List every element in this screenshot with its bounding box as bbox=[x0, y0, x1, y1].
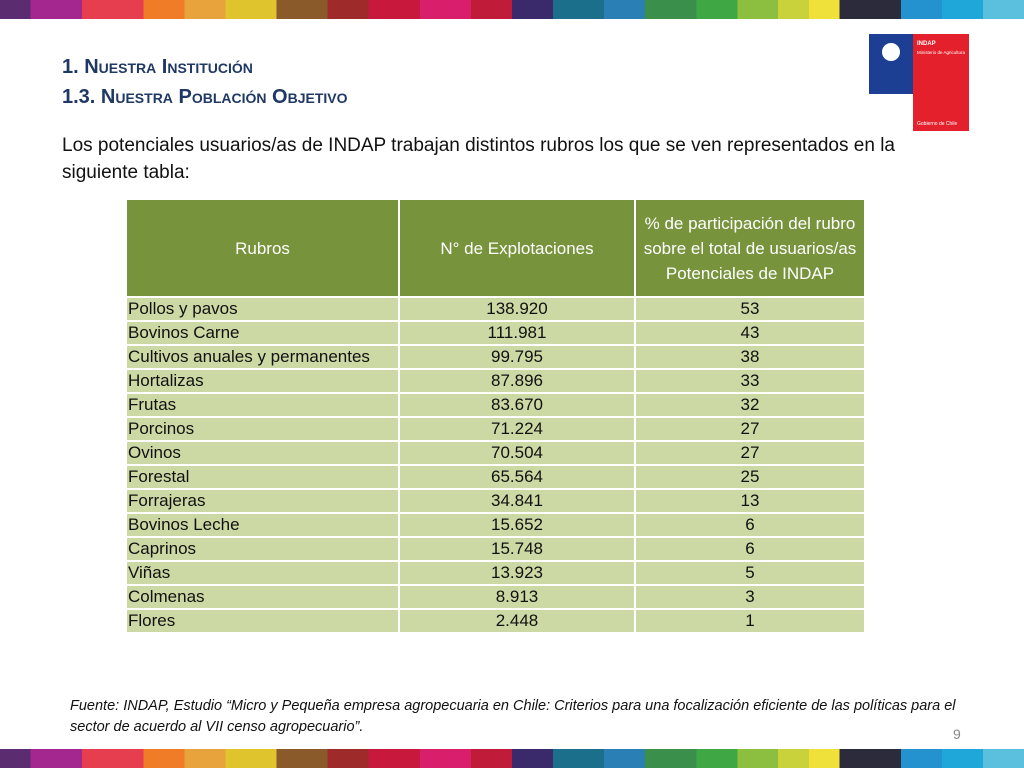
footnote: Fuente: INDAP, Estudio “Micro y Pequeña … bbox=[70, 698, 956, 735]
table-cell: Forrajeras bbox=[125, 488, 400, 514]
table-row: Bovinos Carne 111.981 43 bbox=[125, 320, 866, 346]
header-row: Rubros N° de Explotaciones % de particip… bbox=[125, 198, 866, 298]
table-cell: 33 bbox=[634, 368, 866, 394]
table-row: Porcinos 71.224 27 bbox=[125, 416, 866, 442]
table-cell: Ovinos bbox=[125, 440, 400, 466]
subtitle: 1.3. Nuestra Población Objetivo bbox=[62, 86, 348, 108]
intro: Los potenciales usuarios/as de INDAP tra… bbox=[62, 135, 895, 183]
table-cell: 1 bbox=[634, 608, 866, 634]
table-row: Hortalizas 87.896 33 bbox=[125, 368, 866, 394]
table-cell: 138.920 bbox=[398, 296, 636, 322]
table-cell: 87.896 bbox=[398, 368, 636, 394]
table-cell: Flores bbox=[125, 608, 400, 634]
table-cell: Hortalizas bbox=[125, 368, 400, 394]
table-cell: 65.564 bbox=[398, 464, 636, 490]
table-cell: 38 bbox=[634, 344, 866, 370]
logo-name: INDAP bbox=[917, 41, 936, 47]
table-cell: 34.841 bbox=[398, 488, 636, 514]
top-stripe bbox=[0, 0, 1024, 19]
table-row: Cultivos anuales y permanentes 99.795 38 bbox=[125, 344, 866, 370]
table-row: Forestal 65.564 25 bbox=[125, 464, 866, 490]
table-cell: 6 bbox=[634, 512, 866, 538]
table-cell: 27 bbox=[634, 440, 866, 466]
logo-emblem bbox=[882, 43, 900, 61]
table-cell: 3 bbox=[634, 584, 866, 610]
table-row: Caprinos 15.748 6 bbox=[125, 536, 866, 562]
logo-ministry: Ministerio de Agricultura bbox=[917, 50, 966, 55]
table-cell: 71.224 bbox=[398, 416, 636, 442]
table-cell: Forestal bbox=[125, 464, 400, 490]
table-cell: 15.748 bbox=[398, 536, 636, 562]
page-number: 9 bbox=[953, 726, 961, 742]
table-row: Forrajeras 34.841 13 bbox=[125, 488, 866, 514]
table-cell: 27 bbox=[634, 416, 866, 442]
table-cell: 8.913 bbox=[398, 584, 636, 610]
table-cell: 111.981 bbox=[398, 320, 636, 346]
table-cell: 25 bbox=[634, 464, 866, 490]
table-cell: 83.670 bbox=[398, 392, 636, 418]
table-cell: Viñas bbox=[125, 560, 400, 586]
table-row: Ovinos 70.504 27 bbox=[125, 440, 866, 466]
table-row: Colmenas 8.913 3 bbox=[125, 584, 866, 610]
table-cell: Pollos y pavos bbox=[125, 296, 400, 322]
column-header: % de participación del rubro sobre el to… bbox=[634, 198, 866, 298]
table-cell: 13.923 bbox=[398, 560, 636, 586]
column-header: Rubros bbox=[125, 198, 400, 298]
table-cell: 6 bbox=[634, 536, 866, 562]
table-cell: 53 bbox=[634, 296, 866, 322]
table-cell: 32 bbox=[634, 392, 866, 418]
table-row: Viñas 13.923 5 bbox=[125, 560, 866, 586]
logo-government: Gobierno de Chile bbox=[917, 121, 958, 127]
logo: INDAP Ministerio de Agricultura Gobierno… bbox=[869, 34, 969, 131]
table: Rubros N° de Explotaciones % de particip… bbox=[125, 198, 866, 634]
table-row: Bovinos Leche 15.652 6 bbox=[125, 512, 866, 538]
table-row: Frutas 83.670 32 bbox=[125, 392, 866, 418]
table-cell: 15.652 bbox=[398, 512, 636, 538]
table-cell: 43 bbox=[634, 320, 866, 346]
table-cell: 2.448 bbox=[398, 608, 636, 634]
table-cell: Frutas bbox=[125, 392, 400, 418]
table-cell: Bovinos Leche bbox=[125, 512, 400, 538]
table-cell: Porcinos bbox=[125, 416, 400, 442]
table-cell: 70.504 bbox=[398, 440, 636, 466]
title: 1. Nuestra Institución bbox=[62, 56, 253, 78]
table-cell: Cultivos anuales y permanentes bbox=[125, 344, 400, 370]
table-cell: 5 bbox=[634, 560, 866, 586]
table-cell: Colmenas bbox=[125, 584, 400, 610]
table-cell: 99.795 bbox=[398, 344, 636, 370]
bottom-stripe bbox=[0, 749, 1024, 768]
table-row: Pollos y pavos 138.920 53 bbox=[125, 296, 866, 322]
table-cell: 13 bbox=[634, 488, 866, 514]
table-cell: Caprinos bbox=[125, 536, 400, 562]
column-header: N° de Explotaciones bbox=[398, 198, 636, 298]
table-cell: Bovinos Carne bbox=[125, 320, 400, 346]
table-row: Flores 2.448 1 bbox=[125, 608, 866, 634]
